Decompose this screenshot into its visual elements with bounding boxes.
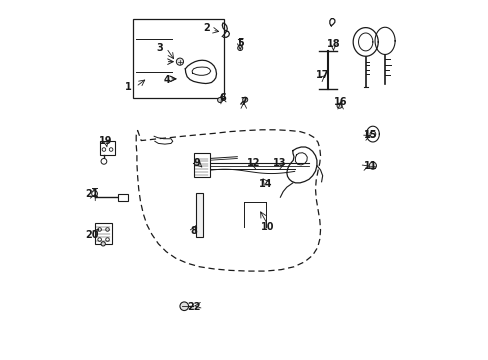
Bar	[118, 194, 128, 201]
Bar	[132, 19, 224, 98]
Text: 10: 10	[261, 222, 274, 232]
Text: 3: 3	[157, 43, 163, 53]
Text: 19: 19	[99, 136, 112, 146]
Text: 5: 5	[236, 38, 243, 48]
Text: 18: 18	[326, 40, 340, 49]
Circle shape	[101, 158, 106, 164]
Text: 21: 21	[85, 189, 99, 199]
Text: 20: 20	[85, 230, 99, 239]
Bar	[193, 153, 209, 177]
Circle shape	[176, 58, 183, 65]
Text: 6: 6	[219, 93, 225, 103]
Circle shape	[242, 97, 247, 102]
Text: 13: 13	[272, 158, 286, 168]
Text: 9: 9	[193, 158, 200, 168]
Bar	[94, 223, 112, 244]
Text: 1: 1	[124, 82, 131, 92]
Text: 22: 22	[186, 302, 200, 312]
Text: 14: 14	[259, 179, 272, 189]
Circle shape	[92, 191, 97, 197]
Circle shape	[217, 98, 222, 103]
Circle shape	[336, 103, 341, 108]
Text: 4: 4	[163, 75, 170, 85]
Text: 11: 11	[363, 161, 377, 171]
Circle shape	[368, 162, 376, 169]
Bar	[196, 193, 203, 237]
Text: 2: 2	[203, 23, 210, 33]
Circle shape	[180, 302, 188, 311]
Circle shape	[101, 242, 105, 246]
Text: 12: 12	[246, 158, 260, 168]
Text: 7: 7	[240, 97, 246, 107]
Text: 16: 16	[333, 97, 346, 107]
Bar	[100, 141, 115, 155]
Text: 15: 15	[363, 130, 377, 140]
Text: 17: 17	[315, 70, 329, 80]
Text: 8: 8	[190, 226, 197, 236]
Circle shape	[237, 45, 242, 50]
